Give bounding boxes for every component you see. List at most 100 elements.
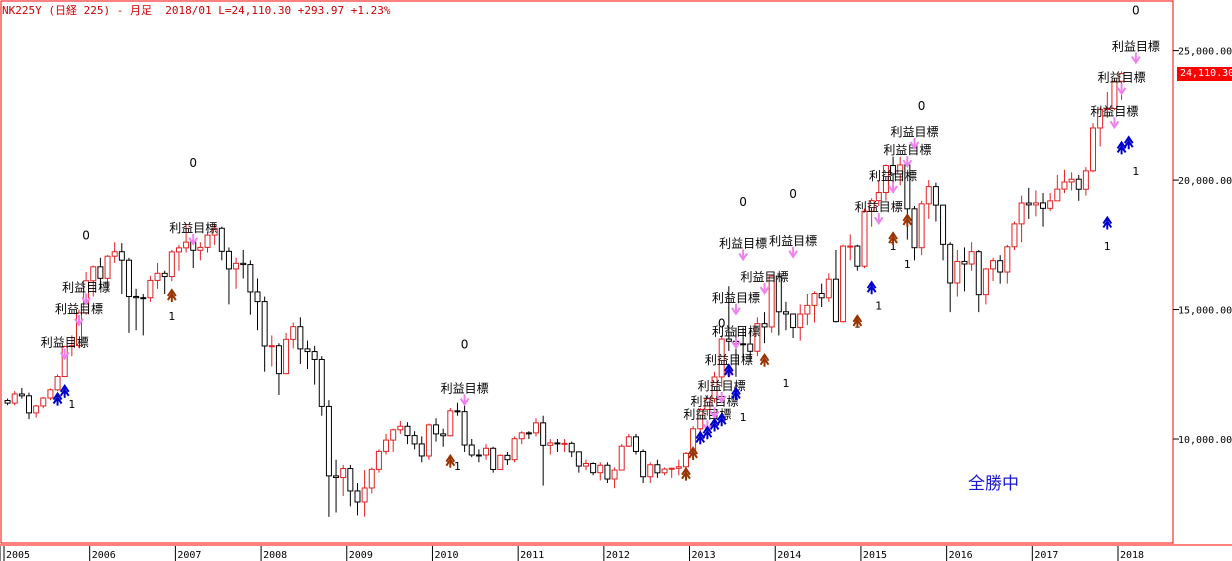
candle-body	[1090, 127, 1097, 172]
candle-body	[825, 278, 832, 299]
candle-body	[468, 444, 475, 456]
candle-body	[161, 272, 168, 278]
candle-body	[511, 438, 518, 461]
y-tick-label: 20,000.00	[1178, 176, 1232, 187]
candle-body	[340, 468, 347, 479]
candle-body	[975, 251, 982, 296]
candle-body	[118, 251, 125, 261]
candle-body	[525, 432, 532, 435]
signal-count: 0	[82, 229, 90, 243]
candle-body	[682, 452, 689, 468]
target-arrow	[59, 348, 70, 361]
candle-body	[1118, 73, 1125, 82]
candle-body	[533, 422, 540, 434]
signal-number: 1	[168, 310, 175, 323]
target-arrow	[1116, 83, 1127, 96]
candle-body	[425, 424, 432, 457]
buy-arrow-icon	[716, 412, 727, 427]
candle-body	[847, 245, 854, 248]
target-arrow	[888, 182, 898, 194]
candle-body	[661, 468, 668, 474]
candle-body	[1075, 178, 1082, 190]
candle-body	[147, 279, 154, 299]
candle-body	[47, 389, 54, 399]
target-arrow	[709, 407, 720, 420]
signal-count: 0	[189, 156, 197, 170]
target-arrow	[788, 246, 798, 259]
x-tick-label: 2017	[1034, 550, 1058, 561]
profit-target-label: 利益目標	[719, 236, 767, 250]
target-arrow	[716, 391, 727, 404]
signal-number: 1	[1132, 165, 1139, 178]
candle-body	[782, 311, 789, 315]
candle-body	[961, 260, 968, 265]
candle-body	[932, 186, 939, 206]
target-arrow	[731, 337, 741, 350]
candle-body	[175, 247, 182, 253]
candle-body	[461, 411, 468, 446]
buy-arrow-icon	[731, 386, 741, 401]
candle-body	[568, 442, 575, 453]
candle-body	[304, 348, 311, 353]
signal-number: 1	[890, 240, 897, 253]
signal-number: 1	[740, 411, 747, 424]
buy-arrow-icon	[1116, 140, 1127, 155]
profit-target-label: 利益目標	[883, 143, 931, 157]
target-arrow	[188, 233, 199, 246]
candle-body	[125, 259, 132, 297]
candle-body	[154, 272, 161, 281]
candle-body	[1082, 170, 1089, 190]
candle-body	[354, 490, 361, 503]
y-tick-label: 15,000.00	[1178, 306, 1232, 317]
candle-body	[297, 326, 304, 350]
profit-target-label: 利益目標	[855, 200, 903, 214]
last-price: L=24,110.30	[218, 4, 292, 17]
profit-target-label: 利益目標	[712, 324, 760, 338]
candle-body	[97, 266, 104, 279]
target-arrow	[731, 303, 741, 316]
candle-body	[882, 164, 889, 194]
candle-body	[968, 251, 975, 265]
buy-arrow-icon	[1102, 215, 1113, 230]
x-tick-label: 2010	[434, 550, 458, 561]
candle-body	[990, 260, 997, 270]
candle-body	[982, 268, 989, 296]
entry-arrow-icon	[852, 314, 863, 328]
signal-number: 1	[454, 460, 461, 473]
candle-body	[404, 425, 411, 437]
candle-body	[418, 443, 425, 457]
candle-body	[897, 164, 904, 175]
candle-body	[997, 260, 1004, 273]
candle-body	[233, 262, 240, 270]
candle-body	[1018, 202, 1025, 225]
candle-body	[675, 466, 682, 469]
profit-target-label: 利益目標	[1112, 40, 1160, 54]
target-arrow	[759, 283, 770, 295]
candle-body	[240, 262, 247, 266]
candle-body	[440, 433, 447, 437]
candle-body	[1040, 202, 1047, 209]
candle-body	[361, 487, 368, 503]
profit-target-label: 利益目標	[441, 381, 489, 395]
candle-body	[718, 338, 725, 378]
x-tick-label: 2014	[777, 550, 801, 561]
candle-body	[540, 422, 547, 446]
target-arrow	[902, 156, 913, 168]
entry-arrow-icon	[681, 466, 691, 481]
symbol-name: (日経 225)	[48, 4, 111, 17]
candle-body	[954, 260, 961, 284]
candle-body	[40, 397, 47, 407]
candle-body	[261, 301, 268, 347]
symbol: NK225Y	[2, 4, 42, 17]
candle-body	[947, 243, 954, 284]
candle-body	[1047, 200, 1054, 209]
signal-count: 0	[718, 317, 726, 331]
target-arrow	[909, 138, 920, 150]
candle-body	[811, 292, 818, 306]
candle-body	[268, 345, 275, 348]
candle-body	[497, 454, 504, 470]
signal-number: 1	[1104, 240, 1111, 253]
profit-target-label: 利益目標	[769, 234, 817, 248]
profit-target-label: 利益目標	[712, 291, 760, 305]
